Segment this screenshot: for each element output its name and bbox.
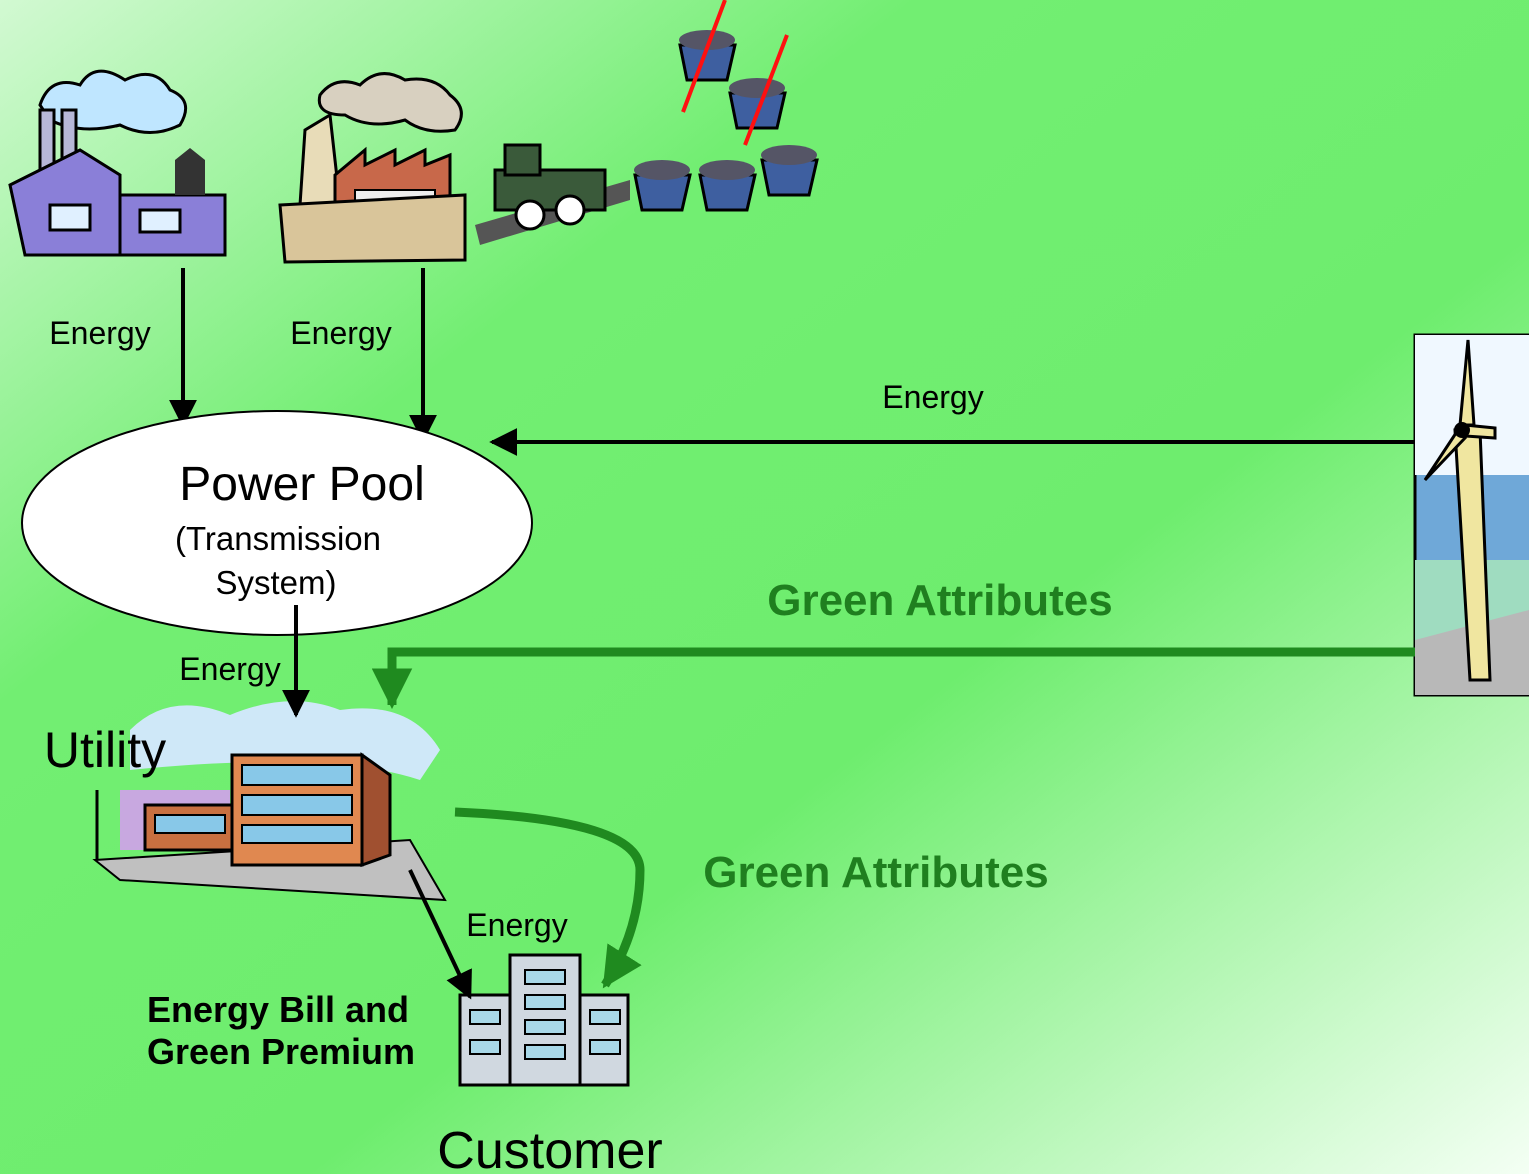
edge-label: Energy — [179, 651, 280, 687]
payment-label: Green Premium — [147, 1031, 415, 1072]
edge-label: Energy — [466, 907, 567, 943]
edge-label: Green Attributes — [767, 576, 1113, 625]
payment-label: Energy Bill and — [147, 989, 409, 1030]
edge-label: Energy — [49, 315, 150, 351]
node-subtitle: (Transmission — [175, 520, 381, 557]
edge-label: Green Attributes — [703, 848, 1049, 897]
edge-label: Energy — [882, 379, 983, 415]
node-label: Customer — [437, 1122, 662, 1174]
diagram: Energy Energy Energy Energy Energy Green… — [0, 0, 1529, 1174]
wind-turbine-icon — [1415, 335, 1529, 695]
node-label: Utility — [44, 722, 166, 778]
edge-label: Energy — [290, 315, 391, 351]
node-subtitle: System) — [215, 564, 336, 601]
node-title: Power Pool — [179, 458, 424, 511]
